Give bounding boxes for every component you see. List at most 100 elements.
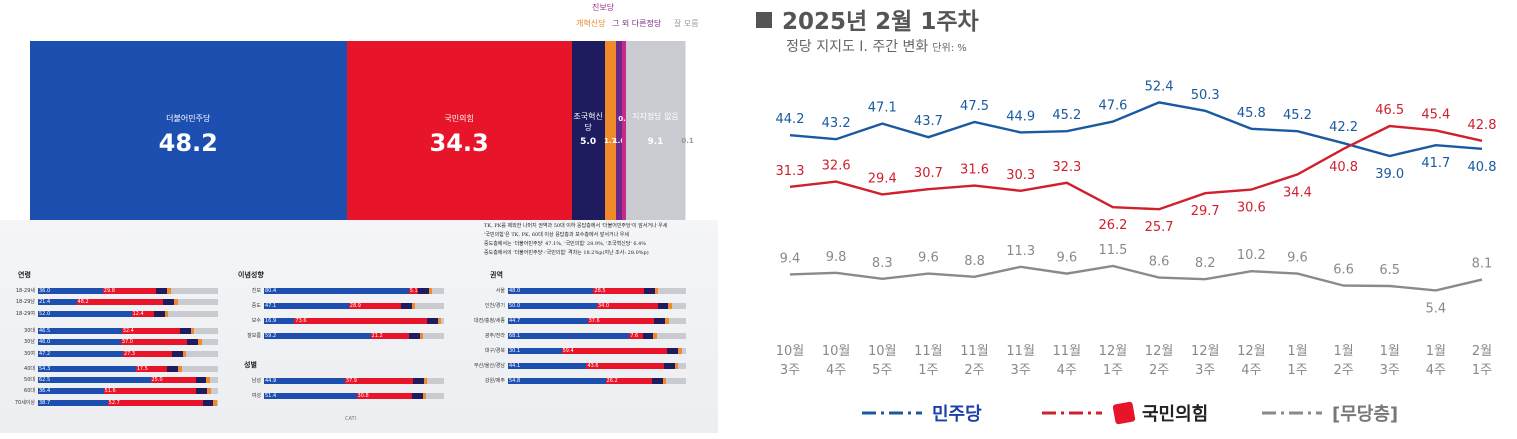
row-bar: 54.3 17.5	[38, 365, 218, 372]
stacked-segment: 0.1	[681, 41, 694, 221]
bar-part	[678, 363, 686, 369]
x-tick-label: 3주	[1380, 363, 1400, 378]
bar-part	[674, 363, 679, 369]
legend-label: 국민의힘	[1142, 404, 1208, 425]
lower-area: TK, PK를 제외한 나머지 권역과 50대 이하 응답층에서 '더불어민주당…	[0, 220, 718, 433]
row-bar: 80.4 5.1	[264, 288, 444, 294]
bar-part	[196, 388, 208, 395]
x-tick-label: 1월	[1287, 344, 1307, 359]
bar-part: 50.0	[508, 303, 597, 309]
bar-part	[653, 333, 657, 339]
bar-part	[652, 378, 663, 384]
x-tick-label: 3주	[1195, 363, 1215, 378]
x-tick-label: 2주	[1149, 363, 1169, 378]
row-label: 남성	[251, 378, 261, 384]
stacked-bar: 더불어민주당 48.2 국민의힘 34.3 조국혁신당 5.0 1.7 1.0 0.5 지지정당 …	[30, 41, 694, 221]
row-bar: 50.0 34.0	[508, 303, 686, 309]
bar-part: 5.1	[408, 288, 418, 294]
bar-part: 37.0	[120, 339, 188, 346]
bar-part: 36.0	[38, 288, 103, 294]
bar-part: 51.4	[264, 393, 357, 399]
bar-part	[662, 378, 667, 384]
stacked-segment: 1.7	[604, 41, 616, 221]
bar-part	[432, 288, 444, 294]
data-label: 47.5	[960, 99, 989, 114]
data-label: 30.3	[1006, 168, 1035, 183]
bar-part	[210, 388, 218, 395]
bar-part: 28.5	[593, 288, 645, 294]
bar-part: 12.4	[131, 310, 154, 317]
title-square-icon	[756, 12, 772, 28]
group-title: 권역	[490, 271, 503, 279]
data-label: 25.7	[1145, 220, 1174, 235]
bar-part	[417, 288, 429, 294]
row-label: 강원/제주	[484, 378, 505, 384]
bar-part: 80.4	[264, 288, 409, 294]
bar-part: 21.4	[38, 299, 77, 306]
segment-value: 5.0	[580, 137, 597, 147]
bar-part: 21.2	[370, 333, 409, 339]
row-label: 30남	[24, 339, 35, 346]
segment-value: 9.1	[647, 137, 664, 147]
top-label: 그 외 다른정당	[612, 19, 662, 28]
segment-name: 국민의힘	[444, 114, 474, 123]
bar-part	[668, 303, 672, 309]
data-label: 8.8	[964, 254, 985, 269]
row-bar: 47.1 28.9	[264, 303, 444, 309]
row-bar: 30.1 59.4	[508, 348, 686, 354]
segment-value: 0.1	[681, 137, 694, 145]
bar-part: 59.4	[561, 348, 668, 354]
bar-part: 62.5	[38, 377, 151, 384]
data-label: 45.2	[1283, 108, 1312, 123]
bar-part	[180, 327, 191, 334]
x-tick-label: 4주	[826, 363, 846, 378]
data-label: 11.5	[1098, 243, 1127, 258]
bar-part	[671, 303, 686, 309]
top-label: 진보당	[592, 3, 615, 12]
data-label: 42.8	[1468, 118, 1497, 133]
footer-cati: CATI	[345, 416, 357, 422]
note-line: 중도층에서의 '더불어민주당'-'국민의힘' 격차는 18.2%p(지난 조사:…	[484, 250, 649, 256]
row-label: 18-29남	[15, 299, 35, 306]
top-labels: 진보당 개혁신당 그 외 다른정당 잘 모름	[0, 0, 718, 40]
bar-part	[213, 399, 217, 406]
bar-part	[677, 348, 682, 354]
data-label: 9.4	[780, 251, 801, 266]
segment-value: 1.7	[603, 137, 617, 145]
data-label: 40.8	[1468, 160, 1497, 175]
data-label: 9.6	[1056, 251, 1077, 266]
bar-part	[427, 378, 444, 384]
bar-part: 30.8	[356, 393, 412, 399]
note-line: 중도층에서는 '더불어민주당' 47.1%, '국민의힘' 28.9%, '조국…	[484, 241, 647, 247]
line-chart: 44.2 43.2 47.1 43.7 47.5 44.9 45.2 47.6 52.4 50.3…	[776, 79, 1497, 425]
data-label: 30.7	[914, 166, 943, 181]
segment-value: 48.2	[158, 129, 218, 157]
data-label: 5.4	[1426, 301, 1447, 316]
segment-value: 0.5	[618, 115, 631, 123]
bar-part: 54.3	[38, 365, 136, 372]
right-panel: 2025년 2월 1주차 정당 지지도 Ⅰ. 주간 변화 단위: % 44.2 43…	[742, 0, 1517, 439]
bar-part: 17.5	[135, 365, 168, 372]
bar-part	[164, 310, 169, 317]
bar-part: 43.6	[586, 363, 665, 369]
row-label: 70세이상	[14, 399, 35, 406]
x-tick-label: 4주	[1426, 363, 1446, 378]
x-tick-label: 12월	[1237, 344, 1266, 359]
bar-part	[411, 393, 423, 399]
bar-part: 16.9	[264, 318, 295, 324]
bar-part	[667, 348, 678, 354]
x-tick-label: 1주	[1287, 363, 1307, 378]
data-label: 9.8	[826, 250, 847, 265]
unit-label: 단위: %	[932, 43, 967, 54]
segment-name: 더불어민주당	[166, 114, 211, 123]
row-bar: 47.2 27.3	[38, 350, 218, 357]
row-label: 18-29여	[15, 310, 35, 317]
data-label: 8.3	[872, 256, 893, 271]
bar-part: 32.4	[121, 327, 180, 334]
bar-part	[642, 333, 654, 339]
note-line: '국민의힘'은 TK, PK, 60대 이상 응답층과 보수층에서 앞서거나 우…	[484, 232, 629, 238]
data-label: 29.7	[1191, 204, 1220, 219]
bar-part	[177, 299, 218, 306]
bar-part	[170, 288, 218, 294]
